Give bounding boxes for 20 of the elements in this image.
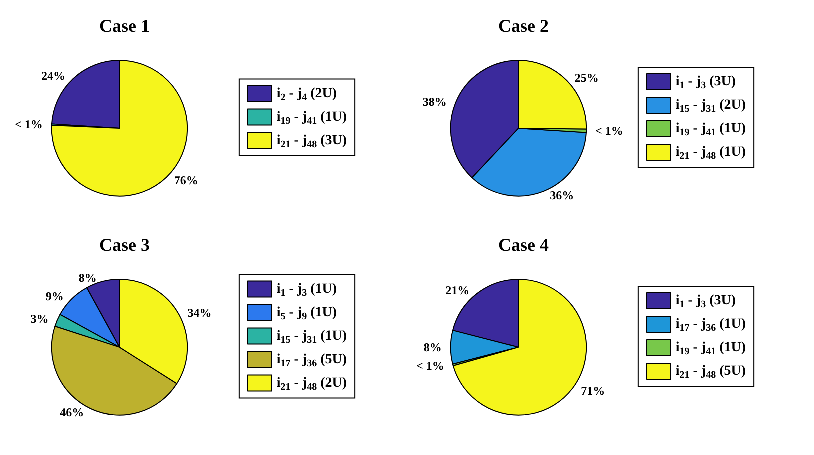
data-label: 9%: [46, 290, 64, 304]
chart-title: Case 3: [99, 235, 150, 255]
data-label: 3%: [30, 312, 49, 326]
data-label: 21%: [446, 284, 470, 298]
chart-title: Case 1: [99, 16, 150, 36]
data-label: < 1%: [416, 359, 444, 374]
data-label: 38%: [422, 94, 447, 109]
data-label: 46%: [60, 406, 84, 420]
data-label: 34%: [188, 306, 212, 320]
chart-title: Case 4: [498, 235, 549, 255]
data-label: 8%: [424, 340, 442, 354]
data-label: 76%: [174, 173, 198, 188]
data-label: < 1%: [15, 118, 43, 132]
data-label: 71%: [581, 384, 606, 398]
data-label: < 1%: [596, 124, 624, 138]
data-label: 8%: [78, 270, 97, 285]
data-label: 25%: [574, 70, 599, 85]
chart-title: Case 2: [498, 16, 549, 36]
data-label: 24%: [42, 69, 66, 84]
data-label: 36%: [550, 188, 574, 202]
